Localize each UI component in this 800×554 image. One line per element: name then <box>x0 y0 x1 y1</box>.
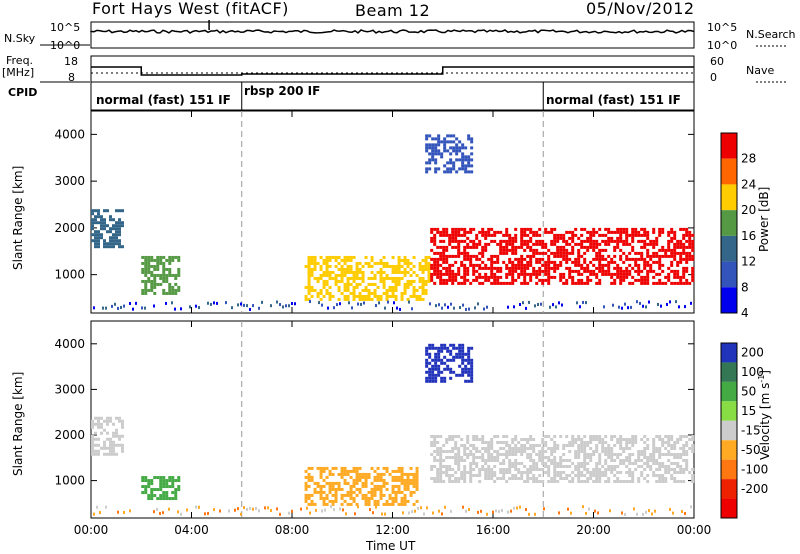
ytick-label: 2000 <box>54 221 85 235</box>
colorbar-cell <box>721 420 737 441</box>
nave-tick-low: 0 <box>710 71 717 84</box>
ytick-label: 4000 <box>54 127 85 141</box>
nsky-tick-high: 10^5 <box>50 21 81 34</box>
nsky-trace <box>90 29 695 34</box>
colorbar-tick: 28 <box>741 152 756 166</box>
beam-label: Beam 12 <box>355 1 431 20</box>
velocity-echo-region <box>430 435 695 484</box>
power-echo-region <box>141 255 181 295</box>
velocity-echo-region <box>425 343 474 383</box>
colorbar-cell <box>721 479 737 499</box>
colorbar-tick: 200 <box>741 346 764 360</box>
xtick-label: 20:00 <box>576 523 611 537</box>
power-echo-region <box>304 255 431 301</box>
cpid-mode-1: normal (fast) 151 IF <box>96 93 231 107</box>
colorbar-tick: 16 <box>741 229 756 243</box>
freq-tick-low: 8 <box>68 71 75 84</box>
cpid-panel <box>90 81 695 111</box>
colorbar-cell <box>721 381 737 402</box>
cpid-mode-2: rbsp 200 IF <box>244 84 321 98</box>
colorbar-tick: 24 <box>741 177 756 191</box>
colorbar-cell <box>721 235 737 262</box>
xtick-label: 00:00 <box>74 523 109 537</box>
colorbar-tick: 20 <box>741 203 756 217</box>
colorbar-tick: -50 <box>741 443 761 457</box>
power-near-range-noise <box>93 300 692 311</box>
ytick-label: 2000 <box>54 428 85 442</box>
cpid-label: CPID <box>8 86 38 99</box>
time-xlabel: Time UT <box>366 539 416 553</box>
xtick-label: 16:00 <box>476 523 511 537</box>
power-echo-region <box>425 134 474 174</box>
velocity-echo-region <box>304 466 419 506</box>
colorbar-cell <box>721 343 737 363</box>
power-echo-region <box>430 227 695 285</box>
colorbar-cell <box>721 459 737 480</box>
nsearch-label: N.Search <box>746 28 796 41</box>
ytick-label: 1000 <box>54 268 85 282</box>
colorbar-tick: -200 <box>741 482 768 496</box>
colorbar-tick: 100 <box>741 365 764 379</box>
ytick-label: 4000 <box>54 337 85 351</box>
velocity-echo-region <box>91 416 124 456</box>
colorbar-tick: 4 <box>741 306 749 320</box>
colorbar-cell <box>721 287 737 313</box>
colorbar-cell <box>721 498 737 518</box>
colorbar-cell <box>721 401 737 421</box>
freq-panel <box>90 55 695 83</box>
colorbar-frame <box>720 132 738 314</box>
xtick-label: 12:00 <box>375 523 410 537</box>
power-echo-region <box>91 209 124 249</box>
colorbar-cell <box>721 133 737 159</box>
cpid-mode-3: normal (fast) 151 IF <box>546 93 681 107</box>
ytick-label: 3000 <box>54 174 85 188</box>
colorbar-frame <box>720 342 738 519</box>
colorbar-tick: -15 <box>741 424 761 438</box>
colorbar-tick: 12 <box>741 255 756 269</box>
colorbar-cell <box>721 158 737 185</box>
nsky-panel <box>90 21 695 49</box>
velocity-echo-region <box>141 476 181 501</box>
freq-tick-high: 18 <box>64 55 78 68</box>
colorbar-cell <box>721 440 737 460</box>
ytick-label: 3000 <box>54 382 85 396</box>
xtick-label: 08:00 <box>275 523 310 537</box>
xtick-label: 04:00 <box>174 523 209 537</box>
colorbar-tick: 50 <box>741 385 756 399</box>
colorbar-cell <box>721 362 737 382</box>
colorbar-cell <box>721 261 737 288</box>
colorbar-cell <box>721 210 737 236</box>
nsky-label: N.Sky <box>4 32 36 45</box>
nave-tick-high: 60 <box>710 55 724 68</box>
date-label: 05/Nov/2012 <box>586 0 695 18</box>
colorbar-tick: 8 <box>741 280 749 294</box>
nave-label: Nave <box>746 64 775 77</box>
station-title: Fort Hays West (fitACF) <box>92 0 289 18</box>
freq-label: Freq. <box>6 54 34 67</box>
colorbar-cell <box>721 184 737 211</box>
velocity-near-range-noise <box>93 505 692 516</box>
ytick-label: 1000 <box>54 474 85 488</box>
nsearch-tick-low: 10^0 <box>707 39 738 52</box>
nsearch-tick-high: 10^5 <box>707 21 738 34</box>
xtick-label: 00:00 <box>677 523 712 537</box>
freq-unit: [MHz] <box>2 66 35 79</box>
colorbar-tick: -100 <box>741 462 768 476</box>
freq-trace <box>91 66 694 76</box>
colorbar-tick: 15 <box>741 404 756 418</box>
